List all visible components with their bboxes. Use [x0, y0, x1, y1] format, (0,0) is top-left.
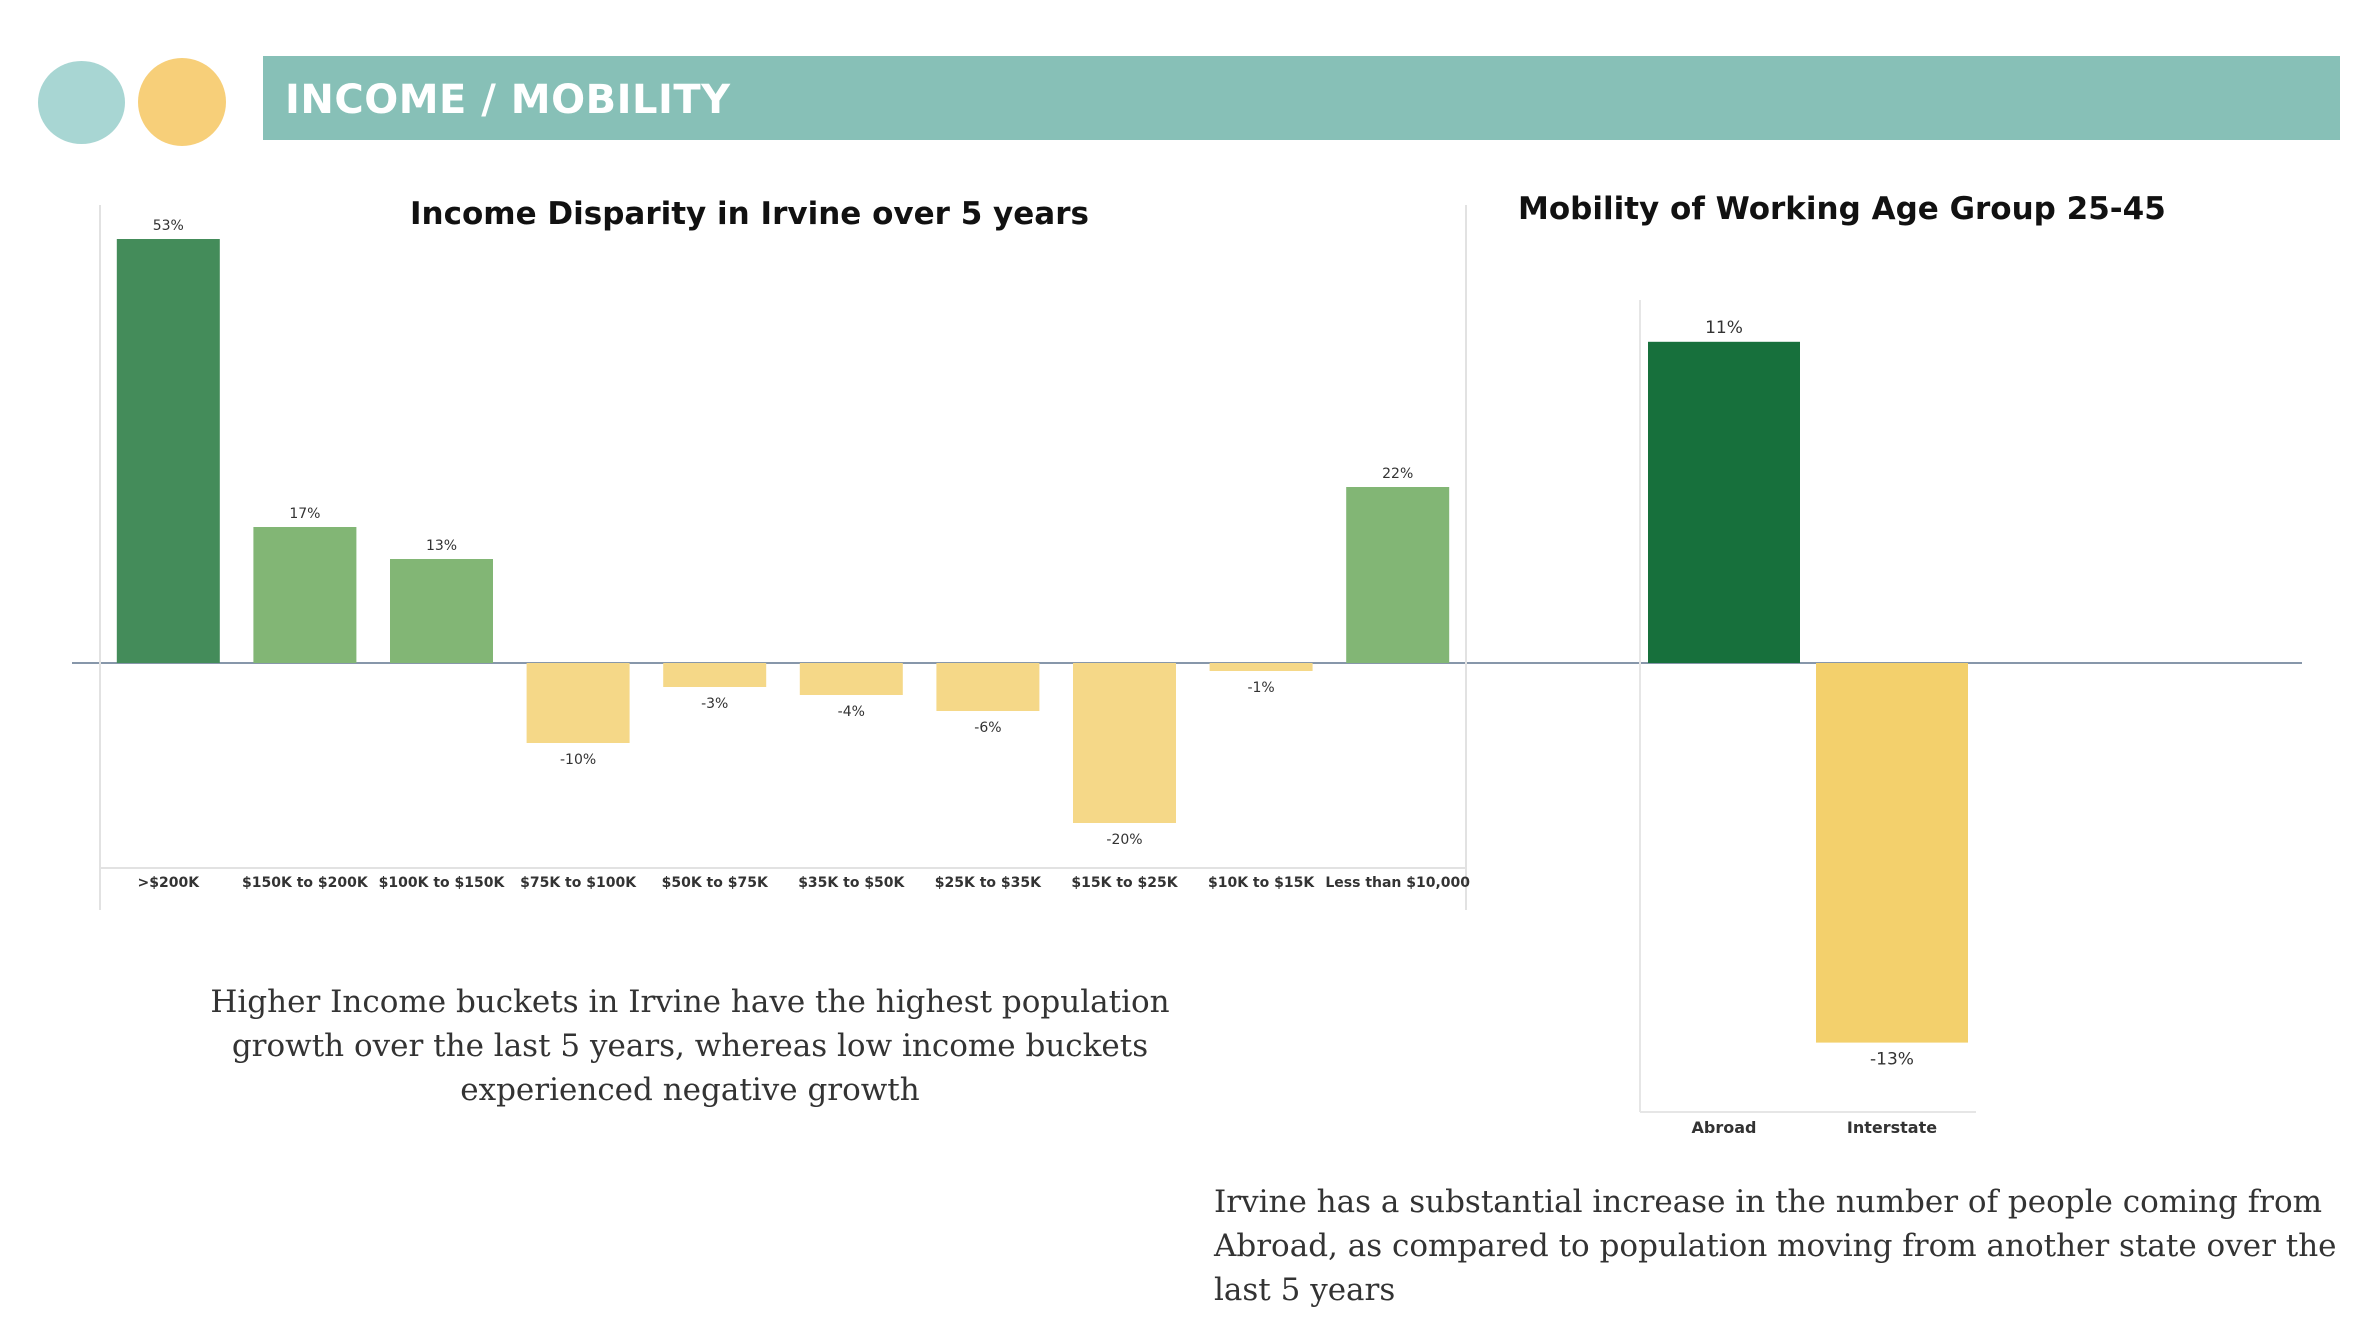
mobility-chart-title: Mobility of Working Age Group 25-45	[1518, 191, 2166, 227]
income-category-label: $150K to $200K	[242, 875, 369, 891]
income-bar-label: -1%	[1247, 680, 1274, 696]
income-category-label: $25K to $35K	[935, 875, 1042, 891]
income-bar	[526, 663, 630, 743]
income-category-label: $50K to $75K	[662, 875, 769, 891]
income-bar-label: 17%	[289, 506, 320, 522]
income-category-label: $15K to $25K	[1071, 875, 1178, 891]
income-bar	[1346, 487, 1450, 663]
income-category-label: Less than $10,000	[1325, 875, 1470, 891]
yellow-circle-decoration	[138, 58, 226, 146]
income-bar	[799, 663, 903, 695]
income-bar-label: -6%	[974, 720, 1001, 736]
income-category-label: $10K to $15K	[1208, 875, 1315, 891]
mobility-bar-label: -13%	[1870, 1050, 1914, 1070]
income-bar-label: 13%	[426, 538, 457, 554]
income-bar	[1073, 663, 1176, 823]
income-bar	[390, 559, 493, 663]
income-bar-label: -3%	[701, 696, 728, 712]
teal-circle-decoration	[38, 61, 125, 144]
income-bar-label: -20%	[1106, 832, 1142, 848]
mobility-bar-label: 11%	[1705, 318, 1743, 338]
income-bar	[116, 239, 220, 663]
mobility-bar	[1816, 663, 1968, 1043]
header-banner: INCOME / MOBILITY	[263, 56, 2340, 140]
income-category-label: $35K to $50K	[798, 875, 905, 891]
income-category-label: $75K to $100K	[520, 875, 637, 891]
income-caption: Higher Income buckets in Irvine have the…	[210, 984, 1170, 1108]
income-bar-label: 22%	[1382, 466, 1413, 482]
mobility-category-label: Interstate	[1847, 1118, 1937, 1137]
income-bar-label: -4%	[838, 704, 865, 720]
income-category-label: $100K to $150K	[379, 875, 506, 891]
mobility-bar	[1648, 341, 1800, 663]
page-title: INCOME / MOBILITY	[285, 77, 731, 123]
income-bar	[663, 663, 767, 687]
income-bar	[936, 663, 1040, 711]
income-bar	[1209, 663, 1313, 671]
income-bar-label: 53%	[153, 218, 184, 234]
income-chart-title: Income Disparity in Irvine over 5 years	[410, 196, 1089, 232]
mobility-category-label: Abroad	[1692, 1118, 1757, 1137]
income-bar-label: -10%	[560, 752, 596, 768]
income-category-label: >$200K	[138, 875, 201, 891]
income-bar	[253, 527, 357, 663]
mobility-caption: Irvine has a substantial increase in the…	[1214, 1184, 2337, 1308]
